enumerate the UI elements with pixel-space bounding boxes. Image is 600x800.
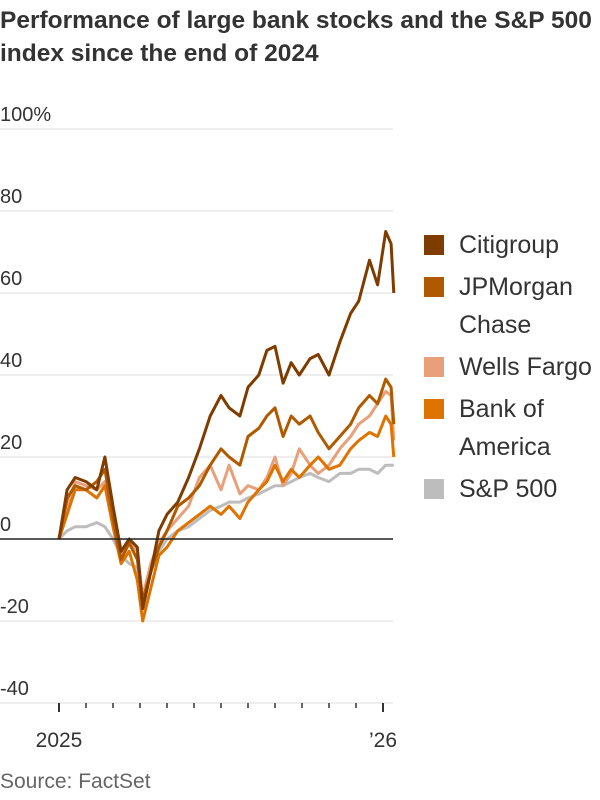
legend-swatch	[424, 357, 444, 377]
y-tick-label: 20	[0, 432, 22, 454]
legend: Citigroup JPMorgan Chase Wells Fargo Bank o…	[424, 226, 600, 512]
y-tick-label: -20	[0, 596, 29, 618]
legend-label: JPMorgan Chase	[459, 273, 573, 339]
legend-label: Citigroup	[459, 231, 560, 259]
x-tick-label: 2025	[36, 729, 83, 752]
legend-item: S&P 500	[424, 470, 600, 508]
y-tick-label: 0	[0, 514, 11, 536]
legend-swatch	[424, 235, 444, 255]
legend-item: JPMorgan Chase	[424, 268, 600, 344]
legend-item: Bank of America	[424, 390, 600, 466]
legend-label: Bank of America	[459, 395, 551, 461]
legend-label: S&P 500	[459, 475, 558, 503]
legend-swatch	[424, 277, 444, 297]
legend-label: Wells Fargo	[459, 353, 592, 381]
y-tick-label: 60	[0, 268, 22, 290]
source-note: Source: FactSet	[0, 770, 151, 793]
y-tick-label: 80	[0, 186, 22, 208]
legend-swatch	[424, 399, 444, 419]
legend-item: Citigroup	[424, 226, 600, 264]
y-tick-label: 100%	[0, 104, 51, 126]
legend-swatch	[424, 479, 444, 499]
legend-item: Wells Fargo	[424, 348, 600, 386]
series-line-citigroup	[57, 230, 396, 611]
chart-title: Performance of large bank stocks and the…	[0, 7, 592, 67]
y-tick-label: -40	[0, 678, 29, 700]
x-tick-label: ’26	[369, 729, 397, 752]
y-tick-label: 40	[0, 350, 22, 372]
series-line-jpmorgan-chase	[57, 377, 396, 602]
